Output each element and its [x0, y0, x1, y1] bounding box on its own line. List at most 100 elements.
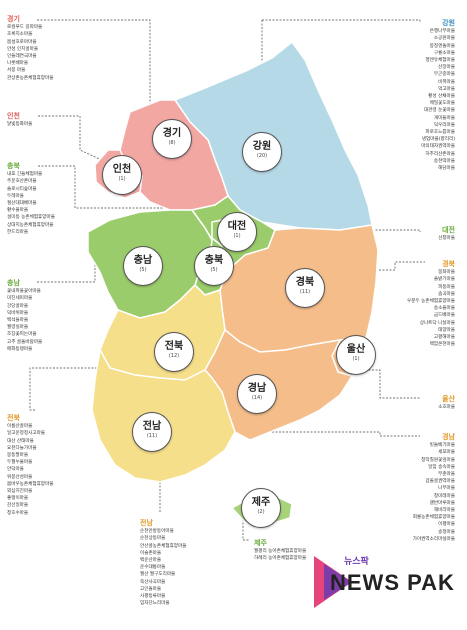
bubble-incheon: 인천 (1)	[102, 155, 142, 195]
list-gyeongbuk-item: 우분두 농촌체험휴양마을	[407, 299, 455, 305]
list-incheon: 인천 달빛동화마을	[7, 111, 32, 128]
bubble-ulsan-name: 울산	[346, 344, 366, 355]
list-daejeon-title: 대전	[442, 226, 455, 234]
leader-jeonbuk	[29, 367, 160, 411]
bubble-gangwon-count: (20)	[256, 153, 268, 159]
list-chungbuk-item: 내포 긴들체험마을	[7, 172, 43, 178]
list-gyeongbuk-item: 태양마을	[438, 327, 455, 333]
list-jeonnam-item: 임자단느리마을	[140, 601, 170, 607]
list-gyeonggi-item: 로컬푸드 길따마을	[7, 25, 43, 31]
list-gyeongbuk-item: 솔밭기마을	[433, 277, 455, 283]
list-chungnam-item: 월령실마을	[7, 325, 29, 331]
list-chungnam-item: 꽃내파을꽃아마을	[7, 289, 41, 295]
list-gyeonggi: 경기 로컬푸드 길따마을 초록지소마을 봄섶호로마마을 안성 인치골마을 인들레연극마을…	[7, 14, 54, 82]
list-gyeonggi-item: 초록지소마을	[7, 32, 33, 38]
list-gangwon-item: 덕우리마을	[433, 122, 455, 128]
list-gangwon-item: 은행나무마을	[429, 29, 455, 35]
logo-small-text: 뉴스팍	[344, 557, 369, 567]
bubble-daejeon: 대전 (1)	[217, 212, 257, 252]
list-chungbuk: 충북 내포 긴들체험마을 주문호산촌마을 솔로시티숲마을 두레마을 절산대대베마을 황수물…	[7, 161, 55, 236]
list-chungnam-item: 백석들마을	[7, 318, 29, 324]
list-jeonbuk-item: 이룸산골마을	[7, 424, 33, 430]
list-chungbuk-item: 두레마을	[7, 193, 24, 199]
list-incheon-item: 달빛동화마을	[7, 122, 33, 128]
leader-chungbuk	[38, 165, 211, 245]
list-jeonbuk-item: 일고운정정사고마을	[7, 431, 46, 437]
list-jeonbuk: 전북 이룸산골마을 일고운정정사고마을 대산 산태마을 요천다늘가마을 봉동팔마을 두월누…	[7, 413, 54, 517]
list-gangwon-item: 파로호느릅마을	[425, 130, 455, 136]
bubble-gyeonggi: 경기 (8)	[152, 119, 192, 159]
list-gyeongbuk-title: 경북	[442, 260, 455, 268]
list-jeonbuk-item: 감선일마을	[7, 503, 29, 509]
list-jeonbuk-item: 안덕마을	[7, 467, 24, 473]
list-jeonbuk-item: 봉동팔마을	[7, 453, 29, 459]
list-gangwon-item: 황성 산채마을	[428, 94, 455, 100]
bubble-jeonbuk-name: 전북	[164, 341, 184, 352]
bubble-jeonbuk-count: (12)	[168, 353, 180, 359]
list-jeonnam-title: 전남	[140, 519, 153, 527]
list-jeonbuk-item: 몸바우농촌체험휴양마을	[7, 481, 54, 487]
list-gyeonggi-item: 관상촌농촌체험휴양마을	[7, 75, 54, 81]
bubble-ulsan: 울산 (1)	[336, 335, 376, 375]
list-gyeongnam-item: 갤반마루마을	[429, 500, 455, 506]
list-jeonnam-item: 순천안방동아마을	[140, 529, 174, 535]
leader-gangwon-top	[262, 19, 421, 22]
bubble-gangwon: 강원 (20)	[242, 132, 282, 172]
bubble-incheon-name: 인천	[112, 164, 132, 175]
list-gyeongnam-item: 회룡농촌체험휴양마을	[412, 515, 455, 521]
bubble-gyeongbuk-count: (11)	[299, 289, 311, 295]
list-gangwon-item: 마의태자권역마을	[421, 144, 455, 150]
list-jeju-title: 제주	[254, 539, 267, 547]
list-gangwon-item: 하추리산촌마을	[425, 151, 455, 157]
bubble-jeonbuk: 전북 (12)	[154, 332, 194, 372]
list-chungnam-item: 미진세미마을	[7, 296, 33, 302]
list-jeonbuk-item: 두월누물마을	[7, 460, 33, 466]
list-chungbuk-item: 절산대대베마을	[7, 201, 37, 207]
list-gyeonggi-item: 나룻배마을	[7, 61, 29, 67]
list-jeonnam-item: 고인돌마을	[140, 586, 162, 592]
list-chungbuk-item: 상대지농촌체험휴양마을	[7, 222, 54, 228]
logo-mark	[314, 556, 352, 608]
list-ulsan: 울산 소호마을	[438, 394, 455, 411]
list-gyeongbuk-item: 송소을마을	[433, 306, 455, 312]
bubble-jeonnam: 전남 (11)	[132, 412, 172, 452]
bubble-daejeon-name: 대전	[227, 221, 247, 232]
list-gyeonggi-item: 안성 인치골마을	[7, 46, 39, 52]
bubble-gyeongbuk: 경북 (11)	[285, 268, 325, 308]
list-jeonbuk-item: 대산 산태마을	[7, 438, 34, 444]
list-chungnam-item: 매화동랭마을	[7, 346, 33, 352]
bubble-chungnam: 충남 (5)	[123, 246, 163, 286]
list-jeonnam-item: 월산 월구도리마을	[140, 572, 176, 578]
list-gyeongnam-title: 경남	[442, 433, 455, 441]
list-chungnam: 충남 꽃내파을꽃아마을 미진세미마을 강당골마을 덕바위마을 백석들마을 월령실마을 조장꽃…	[7, 278, 42, 353]
list-jeonbuk-item: 외삼치진마을	[7, 489, 33, 495]
list-gyeongnam-item: 부춘마을	[438, 472, 455, 478]
list-jeonbuk-item: 청호수마을	[7, 510, 29, 516]
list-gyeongbuk-item: 봉좌마을	[438, 270, 455, 276]
list-chungnam-item: 덕바위마을	[7, 310, 29, 316]
list-gangwon-item: 봉정엔돌마을	[429, 43, 455, 49]
list-gyeongbuk-item: 금드배마을	[433, 313, 455, 319]
list-jeju-item: 월평리 농어촌체험휴양마을	[254, 549, 307, 555]
list-gyeongbuk-item: 고평해마을	[433, 335, 455, 341]
list-jeonbuk-item: 위봉산성마을	[7, 474, 33, 480]
list-gyeonggi-item: 서봉 마을	[7, 68, 26, 74]
bubble-gyeonggi-count: (8)	[168, 140, 176, 146]
list-jeonbuk-title: 전북	[7, 414, 20, 422]
list-gyeongnam-item: 세포마을	[438, 450, 455, 456]
bubble-gyeonggi-name: 경기	[162, 128, 182, 139]
list-chungbuk-item: 설미동 농촌체험휴양마을	[7, 215, 55, 221]
list-gyeongbuk-item: 피동마을	[438, 284, 455, 290]
list-jeonnam-item: 안산골농촌체험휴양마을	[140, 543, 187, 549]
bubble-chungnam-count: (5)	[139, 267, 147, 273]
list-gangwon: 강원 은행나무마을 소공원마을 봉정엔돌마을 구룡소마을 행엔유체험마을 산장마을 무곤중마…	[421, 18, 455, 172]
list-gangwon-item: 무곤중마을	[433, 72, 455, 78]
bubble-gangwon-name: 강원	[252, 141, 272, 152]
list-gyeongnam-item: 송정마을	[438, 529, 455, 535]
list-gyeonggi-item: 봄섶호로마마을	[7, 39, 37, 45]
list-gyeongnam-item: 나무마을	[438, 486, 455, 492]
list-jeonnam-item: 사평동류마을	[140, 594, 166, 600]
bubble-ulsan-count: (1)	[352, 356, 360, 362]
list-gyeongnam-item: 이평마을	[438, 522, 455, 528]
